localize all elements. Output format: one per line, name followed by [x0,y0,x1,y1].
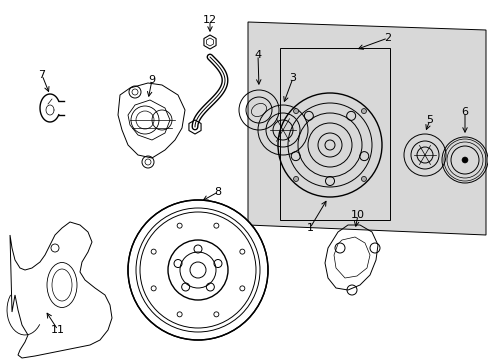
Polygon shape [280,48,389,220]
Circle shape [361,109,366,113]
Circle shape [293,109,298,113]
Text: 9: 9 [148,75,155,85]
Text: 6: 6 [461,107,468,117]
Circle shape [128,200,267,340]
Text: 12: 12 [203,15,217,25]
Polygon shape [247,22,485,235]
Circle shape [213,312,219,317]
Text: 8: 8 [214,187,221,197]
Circle shape [239,286,244,291]
Text: 7: 7 [39,70,45,80]
Circle shape [151,286,156,291]
Circle shape [151,249,156,254]
Text: 10: 10 [350,210,364,220]
Text: 5: 5 [426,115,433,125]
Text: 2: 2 [384,33,391,43]
Circle shape [213,223,219,228]
Text: 3: 3 [289,73,296,83]
Circle shape [461,157,467,163]
Circle shape [177,312,182,317]
Text: 4: 4 [254,50,261,60]
Text: 1: 1 [306,223,313,233]
Circle shape [361,176,366,181]
Circle shape [293,176,298,181]
Circle shape [177,223,182,228]
Circle shape [239,249,244,254]
Text: 11: 11 [51,325,65,335]
